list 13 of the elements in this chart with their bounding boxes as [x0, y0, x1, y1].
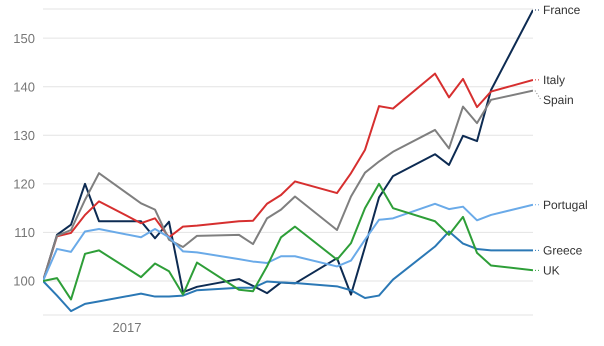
legend-label: Italy	[543, 73, 566, 88]
y-tick-label: 140	[13, 79, 35, 94]
y-tick-label: 150	[13, 30, 35, 46]
y-tick-label: 100	[13, 274, 35, 289]
legend-label: Greece	[543, 244, 583, 258]
x-tick-label: 2017	[112, 320, 142, 336]
y-tick-label: 110	[14, 225, 35, 240]
y-tick-label: 130	[13, 128, 35, 143]
legend-label: Portugal	[543, 198, 588, 212]
y-tick-label: 120	[13, 176, 35, 192]
legend-label: France	[543, 3, 581, 18]
legend-label: Spain	[543, 93, 574, 108]
legend-label: UK	[543, 264, 560, 278]
